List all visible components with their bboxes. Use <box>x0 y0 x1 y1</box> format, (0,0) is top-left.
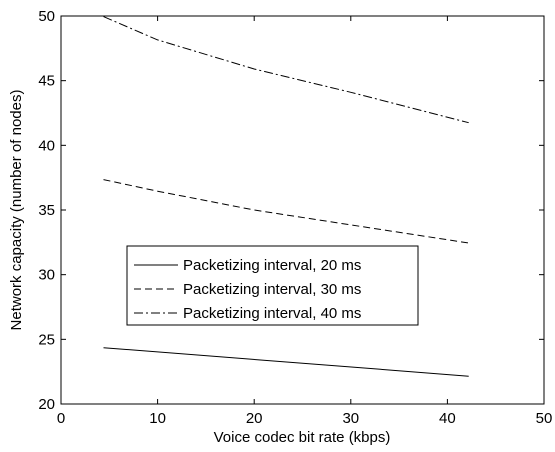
y-tick-label: 20 <box>38 396 55 413</box>
series-layer <box>103 16 469 377</box>
y-tick-label: 50 <box>38 8 55 25</box>
series-line-40ms <box>103 16 469 124</box>
y-tick-label: 35 <box>38 202 55 219</box>
y-tick-label: 25 <box>38 331 55 348</box>
x-axis-label: Voice codec bit rate (kbps) <box>214 429 391 446</box>
y-axis-label: Network capacity (number of nodes) <box>8 90 25 331</box>
legend-label-20ms: Packetizing interval, 20 ms <box>183 257 361 274</box>
legend-box <box>126 245 419 326</box>
x-tick-label: 30 <box>342 410 359 427</box>
series-line-20ms <box>103 347 469 377</box>
series-line-30ms <box>103 179 469 244</box>
y-tick-label: 45 <box>38 73 55 90</box>
x-tick-label: 10 <box>149 410 166 427</box>
x-tick-label: 50 <box>536 410 553 427</box>
x-tick-label: 0 <box>57 410 65 427</box>
y-tick-label: 40 <box>38 137 55 154</box>
legend-label-30ms: Packetizing interval, 30 ms <box>183 281 361 298</box>
plot-area <box>60 15 545 405</box>
axis-ticks: 0 10 20 30 40 50 20 25 30 35 40 45 50 <box>38 8 552 427</box>
x-tick-label: 40 <box>439 410 456 427</box>
x-tick-label: 20 <box>246 410 263 427</box>
legend-label-40ms: Packetizing interval, 40 ms <box>183 305 361 322</box>
legend: Packetizing interval, 20 ms Packetizing … <box>126 245 419 326</box>
y-tick-label: 30 <box>38 267 55 284</box>
